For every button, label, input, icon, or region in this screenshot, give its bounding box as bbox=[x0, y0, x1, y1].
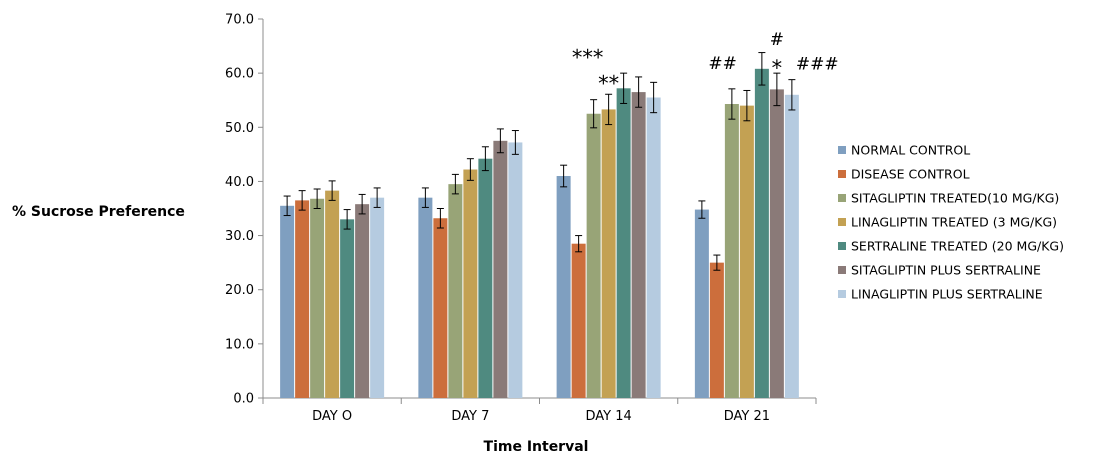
legend-swatch bbox=[838, 194, 846, 202]
y-tick-label: 20.0 bbox=[225, 283, 254, 298]
legend-swatch bbox=[838, 290, 846, 298]
significance-marker: ** bbox=[598, 71, 619, 95]
legend-label: LINAGLIPTIN PLUS SERTRALINE bbox=[851, 287, 1043, 302]
bar bbox=[508, 142, 523, 398]
bar bbox=[478, 158, 493, 398]
bar bbox=[739, 105, 754, 398]
bar bbox=[325, 190, 340, 398]
y-tick-label: 60.0 bbox=[225, 67, 254, 82]
bar bbox=[571, 243, 586, 398]
bar bbox=[433, 218, 448, 398]
bar bbox=[340, 219, 355, 398]
legend-swatch bbox=[838, 242, 846, 250]
x-tick-label: DAY 7 bbox=[451, 409, 489, 424]
legend-swatch bbox=[838, 146, 846, 154]
bar bbox=[616, 88, 631, 398]
y-tick-label: 50.0 bbox=[225, 121, 254, 136]
bar bbox=[601, 109, 616, 398]
plot-area: 0.0 10.0 20.0 30.0 40.0 50.0 60.0 70.0 DAY O DAY … bbox=[225, 13, 839, 425]
y-tick-label: 70.0 bbox=[225, 13, 254, 28]
significance-marker: * bbox=[772, 56, 783, 80]
bar bbox=[448, 184, 463, 398]
legend: NORMAL CONTROL DISEASE CONTROL SITAGLIPTIN… bbox=[838, 143, 1064, 302]
bar bbox=[631, 92, 646, 398]
significance-marker: # bbox=[770, 30, 784, 50]
y-tick-label: 30.0 bbox=[225, 229, 254, 244]
y-axis-title: % Sucrose Preference bbox=[12, 204, 185, 220]
legend-swatch bbox=[838, 218, 846, 226]
bar bbox=[295, 200, 310, 398]
y-tick-label: 40.0 bbox=[225, 175, 254, 190]
legend-label: SERTRALINE TREATED (20 MG/KG) bbox=[851, 239, 1064, 254]
bar bbox=[646, 97, 661, 398]
significance-marker: *** bbox=[572, 46, 604, 70]
bar bbox=[418, 197, 433, 398]
bar bbox=[355, 204, 370, 398]
y-tick-label: 0.0 bbox=[233, 392, 254, 407]
x-tick-label: DAY 21 bbox=[724, 409, 770, 424]
legend-label: LINAGLIPTIN TREATED (3 MG/KG) bbox=[851, 215, 1057, 230]
x-tick-label: DAY 14 bbox=[585, 409, 631, 424]
bar bbox=[280, 205, 295, 398]
x-axis-title: Time Interval bbox=[484, 439, 589, 455]
legend-label: SITAGLIPTIN PLUS SERTRALINE bbox=[851, 263, 1041, 278]
bar bbox=[784, 94, 799, 399]
legend-swatch bbox=[838, 170, 846, 178]
bar bbox=[724, 104, 739, 399]
legend-label: SITAGLIPTIN TREATED(10 MG/KG) bbox=[851, 191, 1059, 206]
bar bbox=[709, 262, 724, 398]
bar bbox=[370, 197, 385, 398]
bar bbox=[754, 68, 769, 398]
legend-label: DISEASE CONTROL bbox=[851, 167, 970, 182]
significance-marker: ### bbox=[796, 55, 839, 75]
bar bbox=[463, 169, 478, 398]
legend-label: NORMAL CONTROL bbox=[851, 143, 970, 158]
bar bbox=[586, 113, 601, 398]
bar bbox=[493, 140, 508, 399]
legend-swatch bbox=[838, 266, 846, 274]
significance-marker: ## bbox=[708, 54, 737, 74]
bar bbox=[310, 198, 325, 398]
bar bbox=[556, 176, 571, 398]
bar bbox=[694, 209, 709, 398]
bar bbox=[769, 89, 784, 398]
y-tick-label: 10.0 bbox=[225, 337, 254, 352]
x-tick-label: DAY O bbox=[312, 409, 352, 424]
